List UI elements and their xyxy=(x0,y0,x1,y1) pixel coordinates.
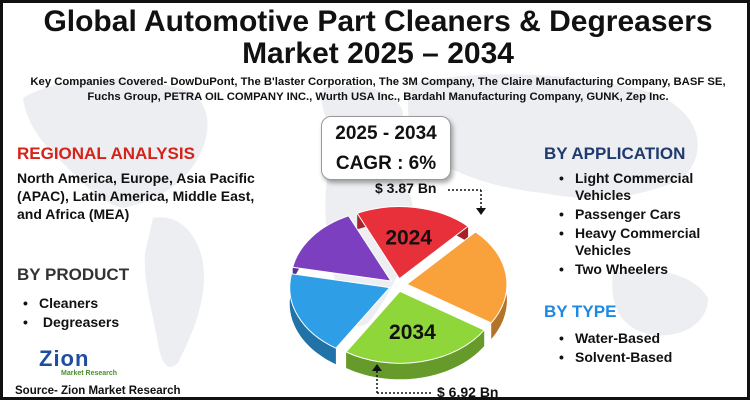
slice-label-2024: 2024 xyxy=(385,226,432,249)
value-2034: $ 6.92 Bn xyxy=(437,384,499,400)
cagr-value: CAGR : 6% xyxy=(335,153,437,174)
by-type-heading: BY TYPE xyxy=(544,302,617,321)
pie-slice-4 xyxy=(289,273,391,349)
product-item-degreasers: Degreasers xyxy=(21,314,119,331)
pie-slice-2024 xyxy=(356,206,469,280)
regional-analysis-heading: REGIONAL ANALYSIS xyxy=(17,144,195,163)
zion-logo: Zion Market Research xyxy=(33,346,133,382)
application-list: Light Commercial Vehicles Passenger Cars… xyxy=(557,170,737,280)
title-line-1: Global Automotive Part Cleaners & Degrea… xyxy=(43,5,713,38)
by-product-heading: BY PRODUCT xyxy=(17,265,130,284)
slice-label-2034: 2034 xyxy=(389,321,436,344)
cagr-box: 2025 - 2034 CAGR : 6% xyxy=(321,116,451,180)
regional-analysis-text: North America, Europe, Asia Pacific (APA… xyxy=(17,170,255,222)
pie-slice-5 xyxy=(292,215,392,282)
type-item-water: Water-Based xyxy=(557,330,672,347)
value-2024: $ 3.87 Bn xyxy=(375,180,437,196)
source-note: Source- Zion Market Research xyxy=(15,385,181,397)
application-item-passenger: Passenger Cars xyxy=(557,206,737,223)
logo-subtitle: Market Research xyxy=(61,370,118,377)
callout-2024 xyxy=(448,189,486,215)
key-companies: Key Companies Covered- DowDuPont, The B'… xyxy=(30,76,726,103)
pie-slice-2034 xyxy=(345,290,486,364)
pie-slice-2034-side xyxy=(346,330,485,380)
application-item-two-wheelers: Two Wheelers xyxy=(557,261,737,278)
type-list: Water-Based Solvent-Based xyxy=(557,330,672,368)
pie-chart: 2024 2034 xyxy=(289,189,508,394)
product-item-cleaners: Cleaners xyxy=(21,295,119,312)
logo-name: Zion xyxy=(39,346,90,371)
callout-2034 xyxy=(372,364,433,394)
pie-slice-2 xyxy=(405,231,508,324)
application-item-lcv: Light Commercial Vehicles xyxy=(557,170,737,204)
title-line-2: Market 2025 – 2034 xyxy=(242,37,514,70)
by-application-heading: BY APPLICATION xyxy=(544,144,686,163)
type-item-solvent: Solvent-Based xyxy=(557,349,672,366)
product-list: Cleaners Degreasers xyxy=(21,295,119,333)
application-item-hcv: Heavy Commercial Vehicles xyxy=(557,225,737,259)
forecast-period: 2025 - 2034 xyxy=(335,123,437,144)
pie-slice-4-side xyxy=(289,273,336,365)
